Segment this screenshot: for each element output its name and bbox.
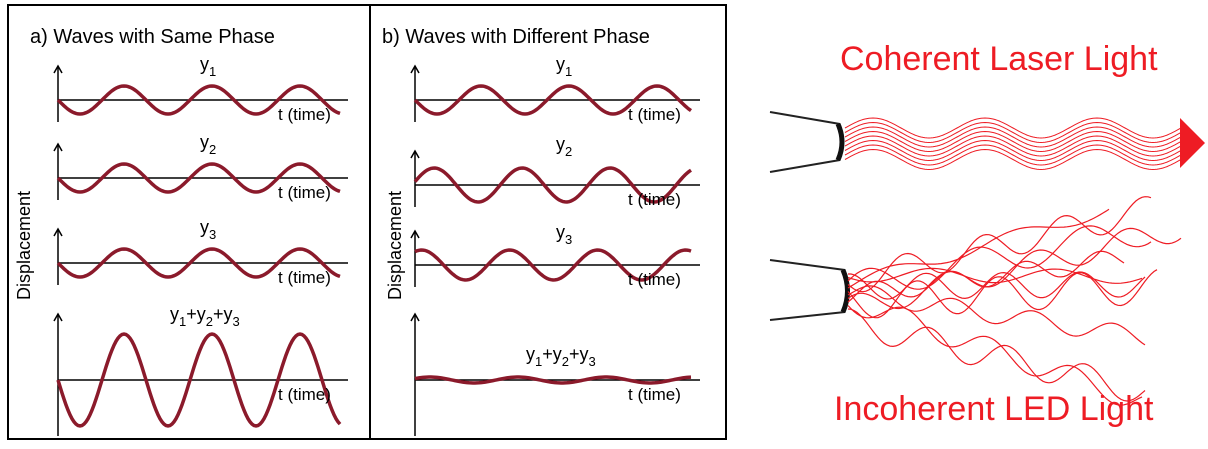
label-base: +y <box>569 344 589 364</box>
laser-ray <box>844 126 1182 148</box>
arrow <box>53 64 63 74</box>
label-sub: 3 <box>565 232 572 247</box>
led-ray <box>847 308 1146 402</box>
axis-label: t (time) <box>278 183 331 202</box>
arrow <box>53 312 63 322</box>
led-ray <box>847 285 1146 346</box>
led-ray <box>847 208 1110 289</box>
label-base: +y <box>186 304 206 324</box>
wave <box>414 248 692 282</box>
y-axis-label: Displacement <box>385 191 405 300</box>
laser-ray <box>844 135 1182 157</box>
label-sub: 1 <box>535 354 542 369</box>
arrow <box>410 64 420 74</box>
panel-title: a) Waves with Same Phase <box>30 26 275 48</box>
axis-label: t (time) <box>628 270 681 289</box>
led-ray <box>847 250 1125 303</box>
y-axis-label: Displacement <box>14 191 34 300</box>
led-ray <box>847 305 1143 406</box>
axis-label: t (time) <box>278 105 331 124</box>
wave-label: y1+y2+y3 <box>170 304 240 329</box>
led-ray <box>847 227 1182 310</box>
axis-label: t (time) <box>628 190 681 209</box>
wave-label: y1+y2+y3 <box>526 344 596 369</box>
wave-label: y3 <box>556 222 572 247</box>
label-base: +y <box>542 344 562 364</box>
laser-ray <box>844 139 1182 162</box>
laser-ray <box>844 117 1182 139</box>
led-ray <box>847 225 1152 290</box>
label-base: y <box>556 54 565 74</box>
laser-device <box>769 111 845 173</box>
arrow <box>410 229 420 239</box>
label-sub: 3 <box>589 354 596 369</box>
led-ray <box>847 196 1152 293</box>
wave <box>56 247 341 279</box>
wave <box>413 84 693 116</box>
wave <box>56 162 341 194</box>
label-sub: 1 <box>565 64 572 79</box>
arrow <box>53 227 63 237</box>
wave <box>414 375 692 385</box>
wave-label: y3 <box>200 217 216 242</box>
label-base: y <box>526 344 535 364</box>
wave <box>56 84 341 116</box>
label-sub: 2 <box>206 314 213 329</box>
wave <box>56 332 342 428</box>
arrow <box>410 149 420 159</box>
wave-label: y2 <box>556 134 572 159</box>
label-sub: 1 <box>209 64 216 79</box>
frame <box>7 4 727 440</box>
label-base: y <box>556 222 565 242</box>
label-base: +y <box>213 304 233 324</box>
label-base: y <box>556 134 565 154</box>
wave-label: y2 <box>200 132 216 157</box>
laser-ray <box>844 130 1182 153</box>
wave <box>413 166 692 204</box>
label-sub: 1 <box>179 314 186 329</box>
incoherent-label: Incoherent LED Light <box>834 390 1154 428</box>
panel-title: b) Waves with Different Phase <box>382 26 650 48</box>
label-base: y <box>200 132 209 152</box>
arrow-head <box>1180 118 1205 168</box>
label-base: y <box>200 217 209 237</box>
label-sub: 2 <box>562 354 569 369</box>
led-ray <box>848 271 1146 300</box>
arrow <box>410 312 420 322</box>
wave-label: y1 <box>200 54 216 79</box>
label-sub: 2 <box>565 144 572 159</box>
axis-label: t (time) <box>628 385 681 404</box>
axis-label: t (time) <box>628 105 681 124</box>
label-sub: 2 <box>209 142 216 157</box>
laser-ray <box>844 144 1182 166</box>
arrow <box>53 142 63 152</box>
label-base: y <box>170 304 179 324</box>
label-sub: 3 <box>233 314 240 329</box>
led-ray <box>847 267 1143 284</box>
axis-label: t (time) <box>278 268 331 287</box>
label-base: y <box>200 54 209 74</box>
laser-ray <box>844 121 1182 144</box>
coherent-label: Coherent Laser Light <box>840 40 1158 78</box>
axis-label: t (time) <box>278 385 331 404</box>
led-device <box>769 259 850 321</box>
wave-label: y1 <box>556 54 572 79</box>
laser-ray <box>844 148 1182 171</box>
label-sub: 3 <box>209 227 216 242</box>
